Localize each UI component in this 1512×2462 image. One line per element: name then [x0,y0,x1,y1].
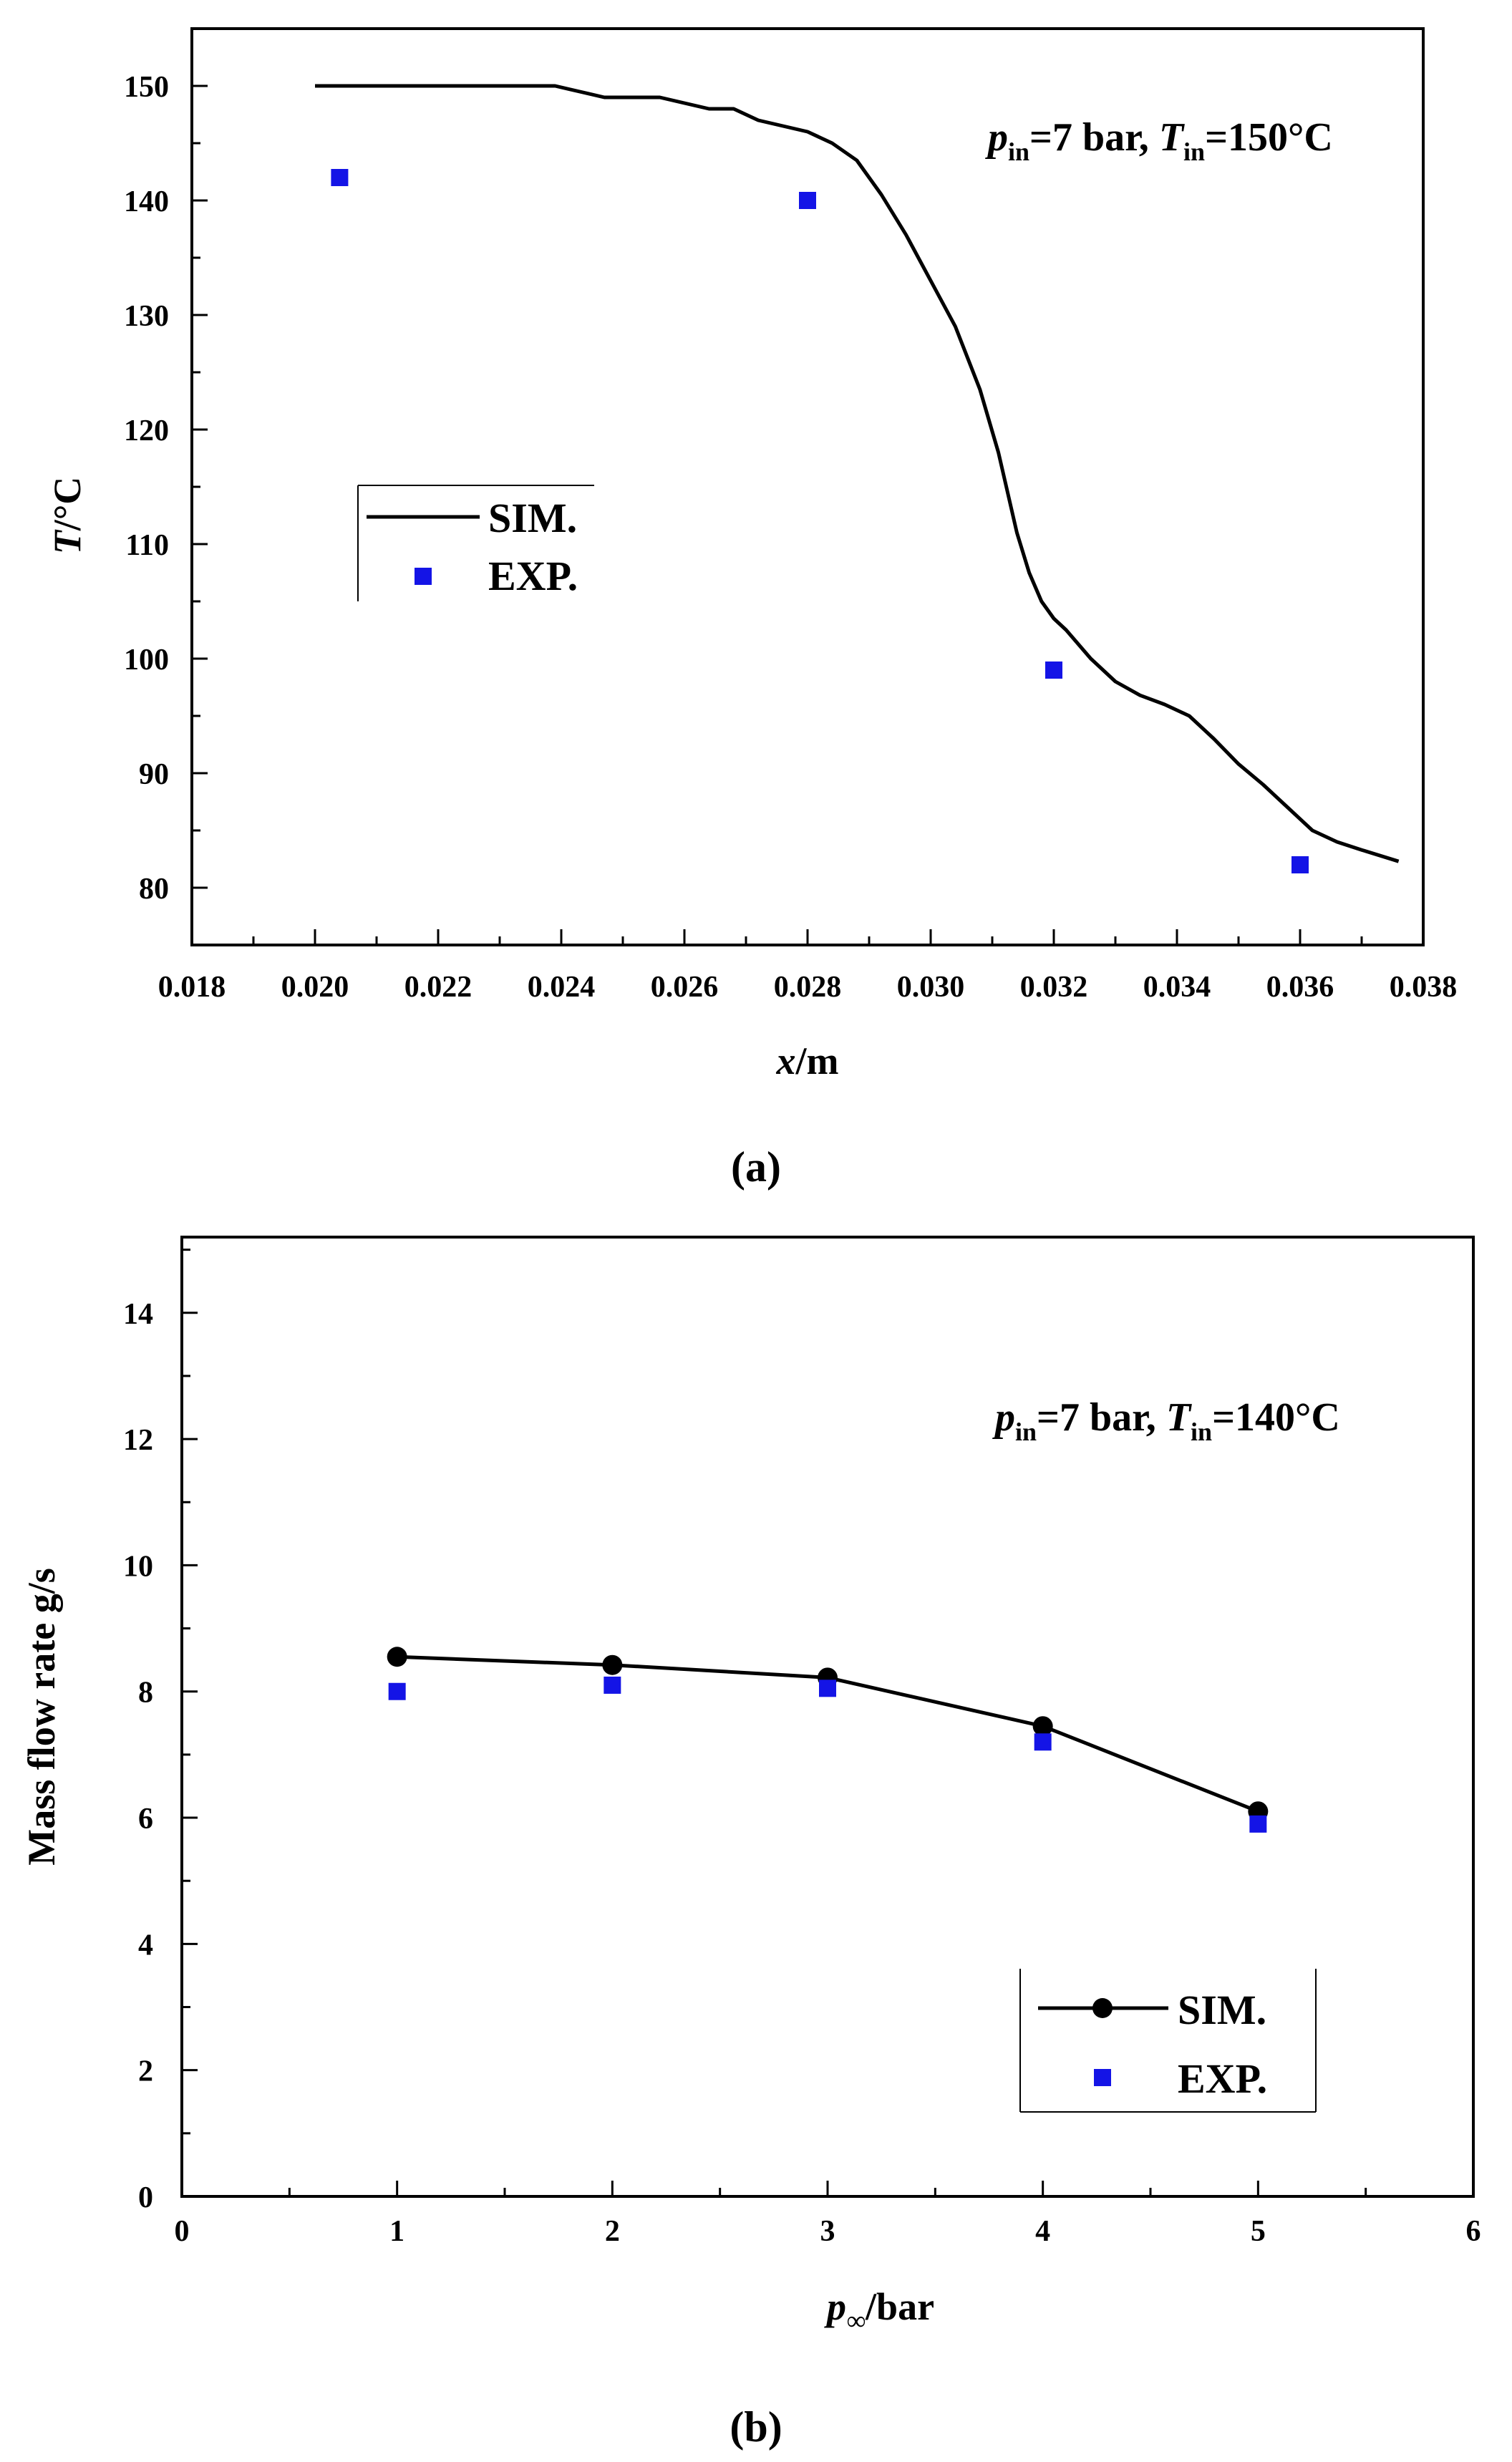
x-tick-label: 4 [1035,2215,1050,2248]
y-tick-label: 6 [138,1803,153,1836]
y-axis-title-a: T/°C [46,477,89,555]
sim-markers-b [387,1647,1269,1822]
x-tick-label: 0.032 [1020,971,1088,1004]
y-tick-label: 12 [123,1424,153,1457]
x-tick-label: 1 [389,2215,404,2248]
x-tick-label: 0.024 [528,971,596,1004]
legend-exp-marker-b [1094,2069,1111,2086]
y-tick-label: 80 [139,873,169,906]
x-tick-label: 2 [605,2215,620,2248]
x-axis-title-a: x/m [776,1039,839,1082]
x-tick-label: 0.018 [158,971,226,1004]
exp-point [819,1680,836,1697]
exp-point [1249,1815,1267,1833]
x-tick-label: 3 [820,2215,835,2248]
sim-point [602,1654,623,1675]
exp-point [1292,856,1309,873]
y-tick-label: 8 [138,1677,153,1710]
x-tick-label: 0.034 [1143,971,1211,1004]
annotation-b: pin=7 bar, Tin=140°C [992,1395,1340,1446]
exp-point [604,1676,621,1694]
y-tick-label: 90 [139,758,169,791]
y-axis-title-b: Mass flow rate g/s [20,1568,63,1865]
legend-sim-label-b: SIM. [1178,1987,1266,2033]
x-tick-label: 0.028 [774,971,842,1004]
exp-point [331,169,349,186]
y-tick-label: 150 [124,71,169,104]
exp-point [799,192,816,209]
y-tick-label: 10 [123,1550,153,1583]
axis-ticks-b [180,1249,1475,2198]
y-tick-label: 2 [138,2055,153,2088]
y-tick-label: 110 [125,529,169,562]
exp-point [1034,1733,1052,1751]
y-tick-label: 140 [124,185,169,218]
legend-exp-label-a: EXP. [488,553,578,599]
x-tick-label: 0.026 [651,971,719,1004]
caption-b: (b) [730,2403,782,2451]
x-tick-label: 0.038 [1390,971,1458,1004]
legend-sim-marker-b [1092,1998,1113,2018]
panel-a: 0.018 0.020 0.022 0.024 0.026 0.028 0.030 0.032… [46,27,1457,1191]
legend-sim-label-a: SIM. [488,495,577,541]
x-tick-label: 6 [1466,2215,1481,2248]
annotation-a: pin=7 bar, Tin=150°C [985,115,1333,166]
x-tick-label: 0 [175,2215,190,2248]
plot-frame-a [190,27,1425,946]
y-tick-label: 4 [138,1929,153,1962]
axis-ticks-a [190,84,1425,945]
exp-markers-a [331,169,1309,873]
legend-exp-label-b: EXP. [1178,2055,1267,2102]
y-tick-label: 100 [124,644,169,677]
sim-series-line-a [315,84,1400,863]
y-tick-label: 0 [138,2181,153,2214]
exp-markers-b [388,1676,1267,1833]
y-tick-label: 14 [123,1298,153,1331]
x-tick-label: 0.022 [404,971,472,1004]
sim-point [1032,1716,1053,1737]
legend-a: SIM. EXP. [357,485,594,601]
y-tick-label: 120 [124,415,169,447]
sim-point [387,1647,407,1667]
x-tick-label: 0.020 [281,971,349,1004]
legend-b: SIM. EXP. [1019,1969,1317,2113]
plot-frame-b [180,1236,1475,2198]
caption-a: (a) [731,1143,781,1191]
x-tick-label: 0.036 [1266,971,1334,1004]
x-tick-label: 0.030 [897,971,965,1004]
y-tick-label: 130 [124,300,169,333]
exp-point [388,1682,406,1700]
tick-labels-a: 0.018 0.020 0.022 0.024 0.026 0.028 0.030 0.032… [124,71,1457,1004]
legend-exp-marker-a [415,568,432,585]
exp-point [1045,661,1062,679]
x-tick-label: 5 [1251,2215,1266,2248]
x-axis-title-b: p∞/bar [824,2285,934,2336]
